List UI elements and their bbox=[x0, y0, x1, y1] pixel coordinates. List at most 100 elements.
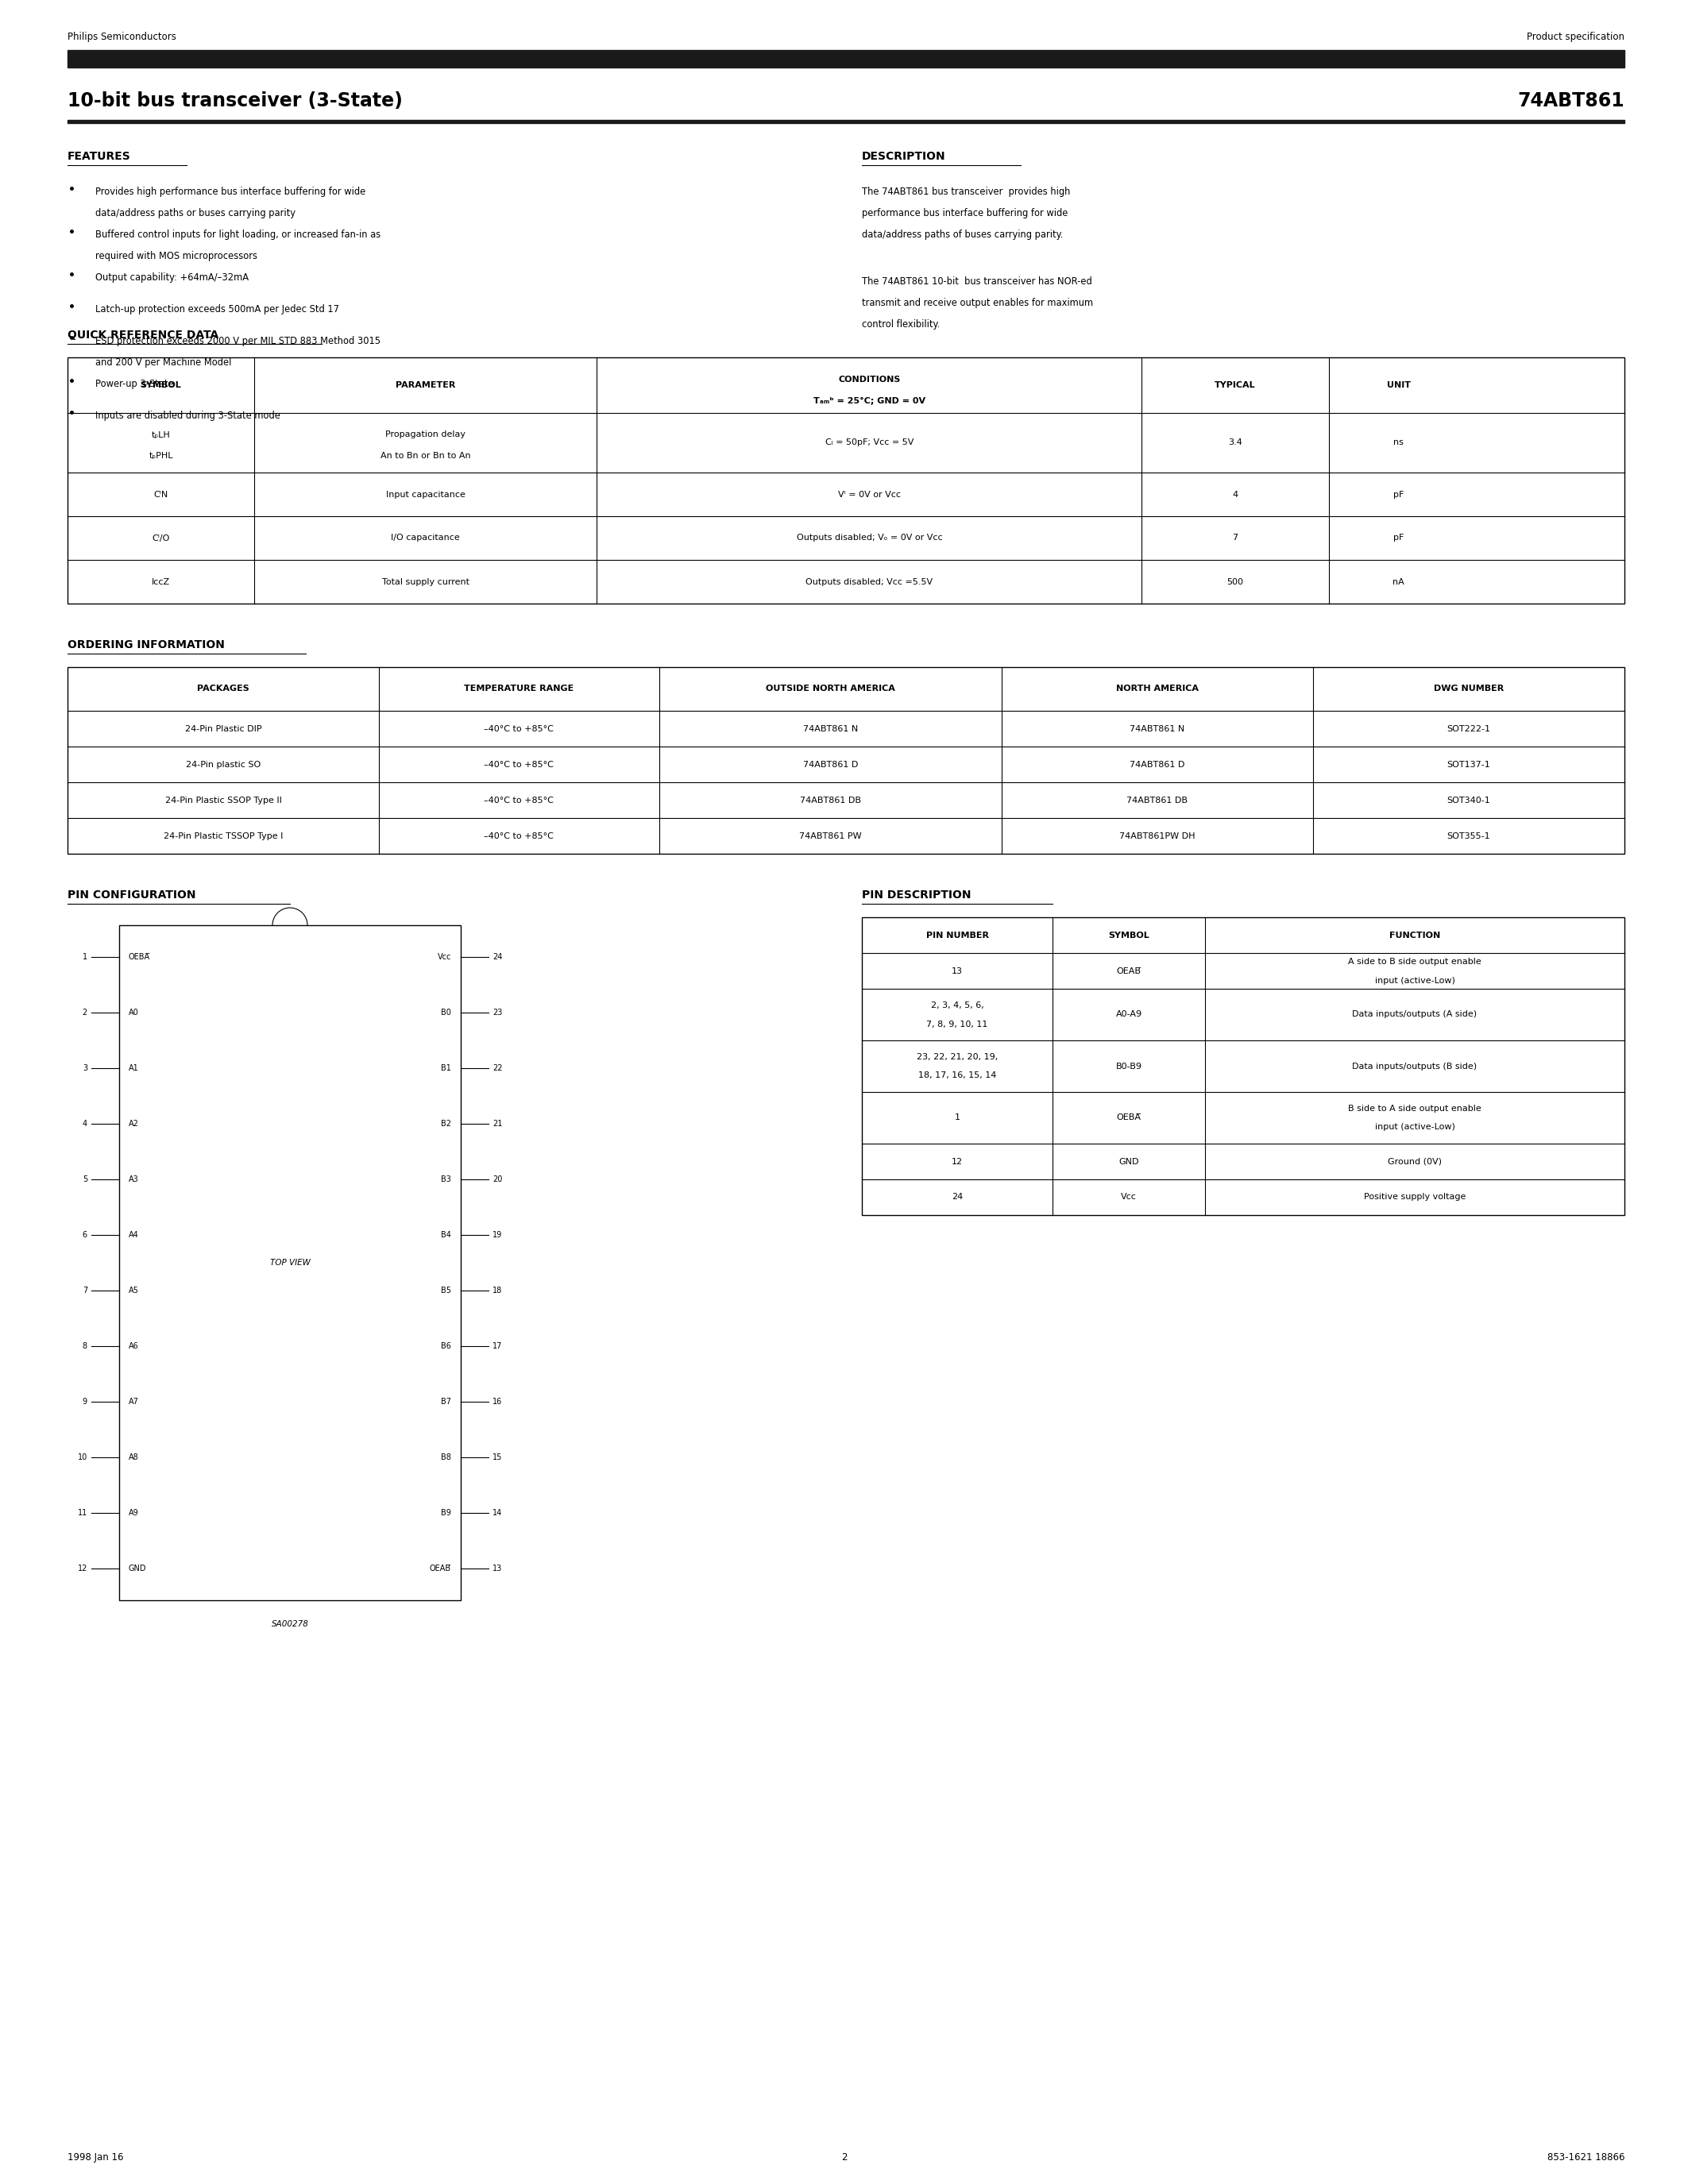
Text: 1: 1 bbox=[954, 1114, 960, 1123]
Text: Cᴵ/O: Cᴵ/O bbox=[152, 535, 170, 542]
Text: 18, 17, 16, 15, 14: 18, 17, 16, 15, 14 bbox=[918, 1072, 996, 1079]
Text: PIN DESCRIPTION: PIN DESCRIPTION bbox=[863, 889, 971, 900]
Text: A9: A9 bbox=[128, 1509, 138, 1518]
Text: CONDITIONS: CONDITIONS bbox=[839, 376, 900, 384]
Text: SA00278: SA00278 bbox=[272, 1621, 309, 1627]
Text: A4: A4 bbox=[128, 1232, 138, 1238]
Text: TYPICAL: TYPICAL bbox=[1215, 382, 1256, 389]
Text: A0: A0 bbox=[128, 1009, 138, 1016]
Text: 7: 7 bbox=[83, 1286, 88, 1295]
Text: An to Bn or Bn to An: An to Bn or Bn to An bbox=[380, 452, 471, 461]
Text: GND: GND bbox=[1119, 1158, 1139, 1166]
Text: Outputs disabled; Vᴄᴄ =5.5V: Outputs disabled; Vᴄᴄ =5.5V bbox=[805, 579, 933, 585]
Text: 10-bit bus transceiver (3-State): 10-bit bus transceiver (3-State) bbox=[68, 92, 403, 111]
Text: Total supply current: Total supply current bbox=[381, 579, 469, 585]
Text: Data inputs/outputs (A side): Data inputs/outputs (A side) bbox=[1352, 1011, 1477, 1018]
Text: OEAB̅: OEAB̅ bbox=[1116, 968, 1141, 974]
Text: 2, 3, 4, 5, 6,: 2, 3, 4, 5, 6, bbox=[930, 1000, 984, 1009]
Bar bbox=[68, 50, 1624, 68]
Text: B9: B9 bbox=[441, 1509, 451, 1518]
Text: I/O capacitance: I/O capacitance bbox=[392, 535, 461, 542]
Text: 22: 22 bbox=[493, 1064, 503, 1072]
Text: SOT137-1: SOT137-1 bbox=[1447, 760, 1491, 769]
Text: B7: B7 bbox=[441, 1398, 451, 1406]
Text: PIN NUMBER: PIN NUMBER bbox=[925, 930, 989, 939]
Text: Vᴵ = 0V or Vᴄᴄ: Vᴵ = 0V or Vᴄᴄ bbox=[837, 491, 901, 498]
Text: 3.4: 3.4 bbox=[1229, 439, 1242, 448]
Text: input (active-Low): input (active-Low) bbox=[1374, 976, 1455, 985]
Text: A6: A6 bbox=[128, 1343, 138, 1350]
Text: B8: B8 bbox=[441, 1452, 451, 1461]
Text: 74ABT861: 74ABT861 bbox=[1518, 92, 1624, 111]
Text: OUTSIDE NORTH AMERICA: OUTSIDE NORTH AMERICA bbox=[766, 686, 895, 692]
Text: 3: 3 bbox=[83, 1064, 88, 1072]
Text: IᴄᴄZ: IᴄᴄZ bbox=[152, 579, 170, 585]
Text: 24-Pin Plastic TSSOP Type I: 24-Pin Plastic TSSOP Type I bbox=[164, 832, 284, 841]
Text: 20: 20 bbox=[493, 1175, 503, 1184]
Text: SOT355-1: SOT355-1 bbox=[1447, 832, 1491, 841]
Text: 13: 13 bbox=[952, 968, 962, 974]
Text: TOP VIEW: TOP VIEW bbox=[270, 1258, 311, 1267]
Text: 17: 17 bbox=[493, 1343, 503, 1350]
Text: –40°C to +85°C: –40°C to +85°C bbox=[484, 797, 554, 804]
Text: 7, 8, 9, 10, 11: 7, 8, 9, 10, 11 bbox=[927, 1020, 987, 1029]
Text: UNIT: UNIT bbox=[1388, 382, 1411, 389]
Text: 18: 18 bbox=[493, 1286, 503, 1295]
Bar bbox=[68, 120, 1624, 122]
Text: 5: 5 bbox=[83, 1175, 88, 1184]
Text: A1: A1 bbox=[128, 1064, 138, 1072]
Text: 74ABT861PW DH: 74ABT861PW DH bbox=[1119, 832, 1195, 841]
Text: ESD protection exceeds 2000 V per MIL STD 883 Method 3015: ESD protection exceeds 2000 V per MIL ST… bbox=[95, 336, 380, 347]
Bar bbox=[120, 926, 461, 1601]
Text: 12: 12 bbox=[952, 1158, 962, 1166]
Text: Product specification: Product specification bbox=[1526, 33, 1624, 41]
Text: 15: 15 bbox=[493, 1452, 503, 1461]
Text: 74ABT861 PW: 74ABT861 PW bbox=[798, 832, 861, 841]
Text: 24: 24 bbox=[952, 1192, 962, 1201]
Text: 11: 11 bbox=[78, 1509, 88, 1518]
Text: GND: GND bbox=[128, 1564, 147, 1572]
Bar bbox=[68, 666, 1624, 854]
Text: Output capability: +64mA/–32mA: Output capability: +64mA/–32mA bbox=[95, 273, 248, 282]
Text: nA: nA bbox=[1393, 579, 1404, 585]
Text: B4: B4 bbox=[441, 1232, 451, 1238]
Text: A side to B side output enable: A side to B side output enable bbox=[1349, 957, 1482, 965]
Text: PARAMETER: PARAMETER bbox=[395, 382, 456, 389]
Text: 4: 4 bbox=[83, 1120, 88, 1127]
Text: B6: B6 bbox=[441, 1343, 451, 1350]
Text: 23: 23 bbox=[493, 1009, 503, 1016]
Text: QUICK REFERENCE DATA: QUICK REFERENCE DATA bbox=[68, 330, 219, 341]
Text: –40°C to +85°C: –40°C to +85°C bbox=[484, 760, 554, 769]
Text: Latch-up protection exceeds 500mA per Jedec Std 17: Latch-up protection exceeds 500mA per Je… bbox=[95, 304, 339, 314]
Text: B0-B9: B0-B9 bbox=[1116, 1061, 1141, 1070]
Text: B1: B1 bbox=[441, 1064, 451, 1072]
Text: 21: 21 bbox=[493, 1120, 503, 1127]
Text: Power-up 3-State: Power-up 3-State bbox=[95, 378, 174, 389]
Text: PIN CONFIGURATION: PIN CONFIGURATION bbox=[68, 889, 196, 900]
Text: 14: 14 bbox=[493, 1509, 503, 1518]
Text: 19: 19 bbox=[493, 1232, 503, 1238]
Text: Propagation delay: Propagation delay bbox=[385, 430, 466, 439]
Text: tₚPHL: tₚPHL bbox=[149, 452, 174, 461]
Text: Ground (0V): Ground (0V) bbox=[1388, 1158, 1442, 1166]
Text: 74ABT861 DB: 74ABT861 DB bbox=[800, 797, 861, 804]
Text: Buffered control inputs for light loading, or increased fan-in as: Buffered control inputs for light loadin… bbox=[95, 229, 381, 240]
Text: SOT222-1: SOT222-1 bbox=[1447, 725, 1491, 732]
Text: 23, 22, 21, 20, 19,: 23, 22, 21, 20, 19, bbox=[917, 1053, 998, 1061]
Text: 24-Pin Plastic SSOP Type II: 24-Pin Plastic SSOP Type II bbox=[165, 797, 282, 804]
Text: and 200 V per Machine Model: and 200 V per Machine Model bbox=[95, 358, 231, 367]
Text: FUNCTION: FUNCTION bbox=[1389, 930, 1440, 939]
Text: Data inputs/outputs (B side): Data inputs/outputs (B side) bbox=[1352, 1061, 1477, 1070]
Text: 8: 8 bbox=[83, 1343, 88, 1350]
Text: DESCRIPTION: DESCRIPTION bbox=[863, 151, 945, 162]
Text: B2: B2 bbox=[441, 1120, 451, 1127]
Text: 24-Pin plastic SO: 24-Pin plastic SO bbox=[186, 760, 260, 769]
Text: –40°C to +85°C: –40°C to +85°C bbox=[484, 725, 554, 732]
Text: 12: 12 bbox=[78, 1564, 88, 1572]
Text: DWG NUMBER: DWG NUMBER bbox=[1433, 686, 1504, 692]
Text: A2: A2 bbox=[128, 1120, 138, 1127]
Text: pF: pF bbox=[1393, 535, 1404, 542]
Text: CᴵN: CᴵN bbox=[154, 491, 169, 498]
Text: Provides high performance bus interface buffering for wide: Provides high performance bus interface … bbox=[95, 186, 366, 197]
Text: 1: 1 bbox=[83, 952, 88, 961]
